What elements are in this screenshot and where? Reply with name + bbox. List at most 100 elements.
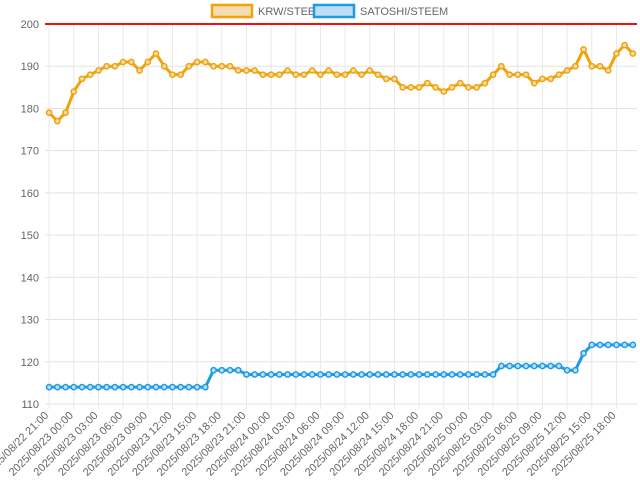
data-point-krw-steem [152,50,160,57]
data-point-satoshi-steem [571,366,579,374]
data-point-krw-steem [465,83,472,91]
data-point-krw-steem [160,62,168,70]
data-point-krw-steem [210,62,217,70]
data-point-satoshi-steem [103,383,111,391]
data-point-satoshi-steem [136,383,143,391]
data-point-krw-steem [629,50,637,57]
data-point-satoshi-steem [465,371,472,378]
data-point-satoshi-steem [613,341,620,349]
data-point-satoshi-steem [308,371,316,378]
y-tick-label: 150 [21,230,39,242]
data-point-satoshi-steem [473,371,481,378]
data-point-satoshi-steem [358,371,365,378]
data-point-satoshi-steem [234,366,242,374]
data-point-satoshi-steem [341,371,349,378]
data-point-satoshi-steem [193,383,201,391]
data-point-krw-steem [456,79,464,87]
data-point-krw-steem [382,75,390,83]
data-point-krw-steem [522,71,530,79]
data-point-krw-steem [596,62,604,70]
data-point-krw-steem [144,58,152,66]
data-point-krw-steem [119,58,127,66]
data-point-satoshi-steem [218,366,226,374]
data-point-krw-steem [391,75,398,83]
data-point-krw-steem [95,67,102,74]
data-point-satoshi-steem [169,383,176,391]
data-point-satoshi-steem [588,341,596,349]
data-point-krw-steem [547,75,555,83]
data-point-krw-steem [86,71,94,79]
data-point-satoshi-steem [539,362,546,370]
y-tick-label: 130 [21,315,39,327]
series-satoshi-steem [45,341,637,391]
data-point-satoshi-steem [144,383,152,391]
data-point-krw-steem [563,67,571,74]
data-point-krw-steem [111,62,119,70]
data-point-satoshi-steem [580,349,587,357]
data-point-krw-steem [604,67,612,74]
data-point-satoshi-steem [95,383,102,391]
data-point-satoshi-steem [127,383,135,391]
legend-label-satoshi-steem: SATOSHI/STEEM [360,6,448,18]
data-point-satoshi-steem [374,371,382,378]
data-point-krw-steem [407,83,415,91]
y-tick-label: 180 [21,103,39,115]
data-point-krw-steem [259,71,267,79]
y-tick-label: 140 [21,272,39,284]
data-point-satoshi-steem [415,371,423,378]
data-point-krw-steem [374,71,382,79]
data-point-krw-steem [448,83,456,91]
data-point-satoshi-steem [349,371,357,378]
data-point-satoshi-steem [497,362,505,370]
data-point-krw-steem [127,58,135,66]
data-point-satoshi-steem [201,383,209,391]
data-point-krw-steem [226,62,234,70]
y-tick-label: 120 [21,357,39,369]
data-point-satoshi-steem [489,371,497,378]
data-point-satoshi-steem [300,371,308,378]
grid [45,23,637,409]
data-point-satoshi-steem [177,383,185,391]
legend-label-krw-steem: KRW/STEEM [258,6,324,18]
legend-item-krw-steem[interactable]: KRW/STEEM [210,3,324,19]
y-tick-label: 200 [21,19,39,31]
data-point-krw-steem [440,88,448,95]
data-point-satoshi-steem [78,383,86,391]
data-point-satoshi-steem [596,341,604,349]
data-point-satoshi-steem [399,371,407,378]
data-point-krw-steem [62,109,69,117]
data-point-krw-steem [136,67,143,74]
data-point-krw-steem [333,71,341,79]
data-point-krw-steem [70,88,78,95]
data-point-satoshi-steem [317,371,324,378]
data-point-satoshi-steem [621,341,629,349]
data-point-krw-steem [349,67,357,74]
data-point-krw-steem [613,50,620,57]
y-tick-label: 160 [21,188,39,200]
data-point-krw-steem [399,83,407,91]
data-point-krw-steem [571,62,579,70]
data-point-satoshi-steem [555,362,563,370]
data-point-krw-steem [243,67,250,74]
data-point-satoshi-steem [325,371,333,378]
data-point-satoshi-steem [423,371,431,378]
data-point-satoshi-steem [629,341,637,349]
data-point-krw-steem [341,71,349,79]
data-point-satoshi-steem [440,371,448,378]
data-point-krw-steem [506,71,513,79]
data-point-satoshi-steem [160,383,168,391]
data-point-krw-steem [169,71,176,79]
legend-item-satoshi-steem[interactable]: SATOSHI/STEEM [312,3,448,19]
data-point-krw-steem [201,58,209,66]
data-point-krw-steem [45,109,53,117]
data-point-krw-steem [234,67,242,74]
data-point-satoshi-steem [119,383,127,391]
legend-swatch-satoshi-steem [312,3,356,19]
series-area [45,41,637,391]
series-line-krw-steem [47,43,635,123]
data-point-satoshi-steem [275,371,283,378]
y-tick-label: 110 [21,399,39,411]
data-point-satoshi-steem [210,366,217,374]
